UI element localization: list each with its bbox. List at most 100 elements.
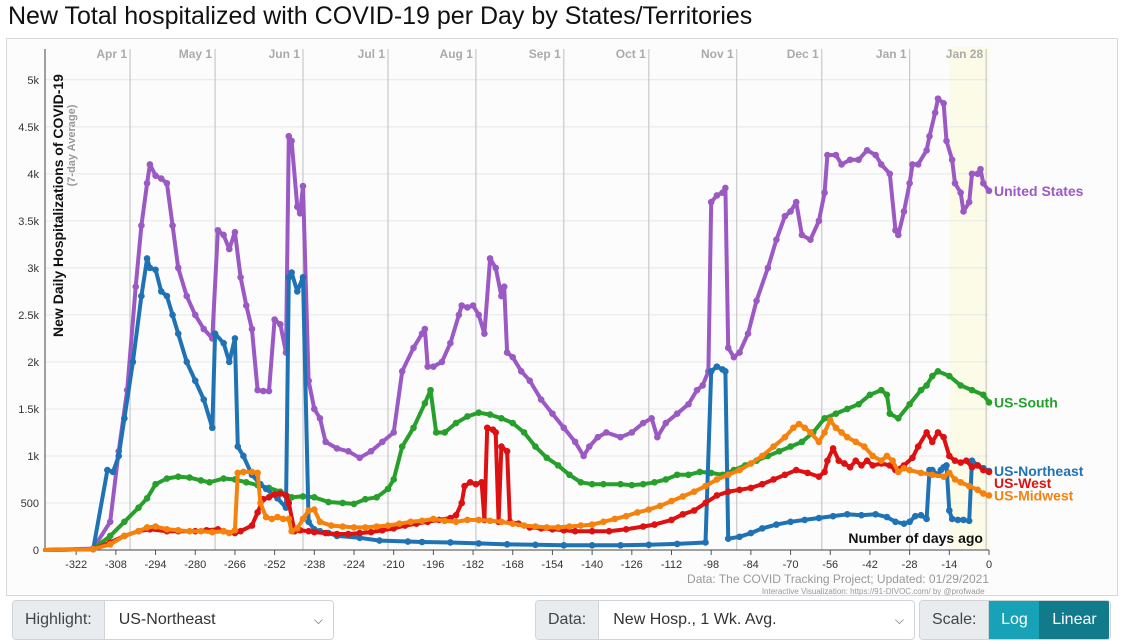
data-point — [549, 410, 556, 417]
scale-log-button[interactable]: Log — [989, 601, 1040, 639]
data-point — [299, 182, 307, 190]
data-point — [234, 443, 242, 450]
data-point — [520, 429, 528, 436]
data-point — [157, 175, 165, 182]
data-point — [143, 179, 151, 187]
data-point — [713, 363, 721, 370]
x-tick-label: -308 — [105, 559, 127, 571]
x-tick-label: -70 — [783, 559, 799, 571]
data-point — [231, 526, 239, 534]
data-point — [231, 335, 239, 342]
data-point — [863, 457, 871, 464]
data-point — [940, 433, 947, 441]
data-point — [464, 304, 471, 311]
data-point — [560, 424, 568, 432]
data-point — [722, 368, 729, 375]
data-point — [356, 534, 363, 542]
data-point — [909, 454, 916, 462]
data-point — [628, 429, 636, 436]
data-point — [781, 433, 789, 441]
date-marker-label: Jan 1 — [876, 47, 907, 61]
data-point — [736, 349, 743, 356]
data-point — [980, 179, 987, 187]
date-marker-label: Oct 1 — [616, 47, 646, 61]
data-point — [872, 151, 879, 159]
x-tick-label: -98 — [703, 559, 719, 571]
data-point — [662, 476, 670, 483]
data-point — [288, 269, 295, 276]
data-point — [846, 463, 854, 471]
x-tick-label: -238 — [303, 559, 325, 571]
data-point — [730, 353, 738, 361]
data-point — [974, 486, 981, 494]
data-point — [390, 429, 397, 436]
data-select[interactable]: New Hosp., 1 Wk. Avg. ⌵ — [599, 601, 914, 639]
data-point — [560, 541, 568, 549]
data-point — [679, 493, 687, 500]
data-point — [923, 147, 930, 154]
credit-note: Interactive Visualization: https://91-DI… — [762, 587, 990, 595]
series-label: US-South — [994, 394, 1058, 410]
data-point — [980, 391, 987, 399]
data-control: Data: New Hosp., 1 Wk. Avg. ⌵ — [535, 600, 915, 640]
y-tick-label: 1.5k — [18, 404, 39, 416]
data-point — [690, 507, 698, 514]
data-point — [639, 419, 647, 427]
data-point — [220, 231, 227, 239]
data-point — [143, 255, 151, 262]
data-point — [914, 443, 922, 450]
source-note: Data: The COVID Tracking Project; Update… — [687, 572, 989, 586]
data-point — [801, 424, 809, 432]
data-point — [305, 518, 312, 526]
data-point — [206, 478, 213, 486]
data-point — [877, 161, 885, 168]
data-point — [106, 532, 114, 540]
data-point — [288, 527, 295, 535]
data-point — [980, 466, 987, 474]
data-label: Data: — [536, 601, 600, 639]
data-point — [832, 151, 840, 159]
x-axis-title: Number of days ago — [848, 530, 983, 546]
data-point — [900, 520, 908, 527]
y-axis-title-group: New Daily Hospitalizations of COVID-19 (7… — [50, 74, 78, 337]
data-point — [294, 203, 301, 211]
y-tick-label: 1k — [27, 451, 39, 463]
date-marker-label: Apr 1 — [96, 47, 127, 61]
data-point — [787, 443, 794, 450]
data-point — [138, 292, 145, 300]
highlight-select[interactable]: US-Northeast ⌵ — [105, 601, 333, 639]
data-point — [792, 198, 800, 206]
data-point — [843, 433, 851, 441]
data-point — [651, 478, 658, 486]
data-point — [892, 518, 899, 526]
data-point — [699, 382, 706, 389]
data-point — [520, 522, 528, 529]
data-point — [316, 518, 324, 526]
data-point — [322, 529, 329, 537]
data-point — [373, 523, 380, 530]
data-point — [909, 161, 916, 168]
data-point — [464, 516, 471, 524]
data-point — [974, 462, 981, 469]
data-point — [872, 510, 879, 518]
data-point — [855, 156, 862, 164]
data-point — [929, 471, 936, 479]
data-point — [509, 353, 517, 361]
data-point — [926, 132, 933, 140]
date-marker-label: May 1 — [179, 47, 213, 61]
data-point — [588, 521, 596, 528]
data-point — [832, 424, 840, 432]
data-point — [339, 499, 346, 507]
data-point — [877, 457, 885, 464]
data-point — [174, 330, 182, 338]
data-point — [679, 510, 687, 518]
data-point — [585, 443, 593, 450]
data-point — [410, 424, 417, 432]
data-point — [220, 339, 227, 347]
data-point — [821, 415, 828, 422]
data-point — [186, 474, 193, 481]
scale-linear-button[interactable]: Linear — [1039, 601, 1110, 639]
shaded-region — [949, 47, 989, 550]
data-point — [747, 460, 755, 467]
data-point — [622, 526, 630, 533]
